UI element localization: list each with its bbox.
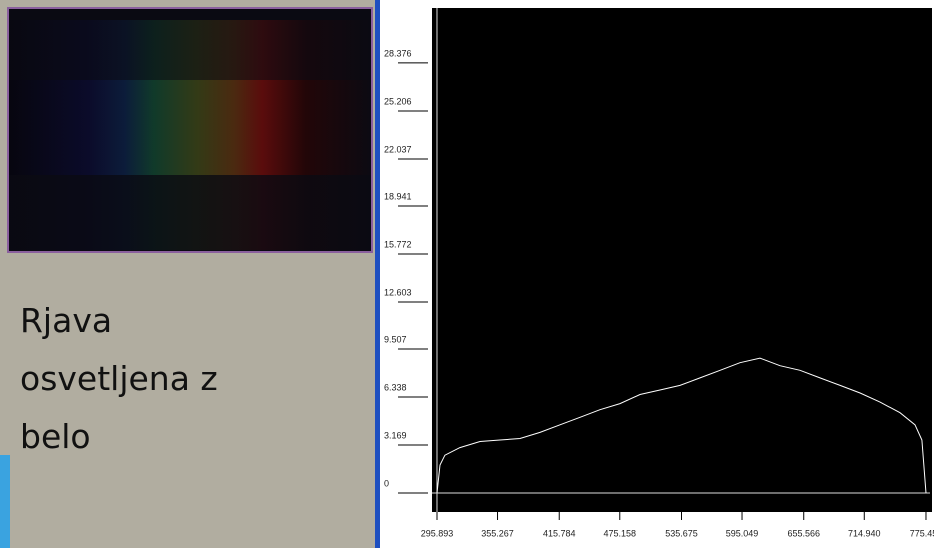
y-tick-label: 12.603 [384,287,412,297]
x-tick-label: 295.893 [421,528,454,538]
x-tick-label: 415.784 [543,528,576,538]
slide-accent [0,455,10,548]
y-tick-label: 0 [384,478,389,488]
y-tick-label: 6.338 [384,382,407,392]
y-tick-label: 22.037 [384,144,412,154]
spectrum-band [9,80,371,175]
x-tick-label: 595.049 [726,528,759,538]
y-tick-label: 25.206 [384,96,412,106]
x-tick-label: 355.267 [481,528,514,538]
x-tick-label: 535.675 [665,528,698,538]
y-tick-label: 18.941 [384,191,412,201]
y-tick-label: 28.376 [384,48,412,58]
plot-area [432,8,932,512]
x-tick-label: 714.940 [848,528,881,538]
x-tick-label: 655.566 [787,528,820,538]
y-tick-label: 9.507 [384,334,407,344]
annotation: Rjava osvetljena z belo [20,301,218,456]
spectrum-band [9,20,371,80]
spectrum-line [436,357,927,494]
x-tick-label: 475.158 [604,528,637,538]
spectrum-band [9,175,371,250]
x-tick-label: 775.457 [910,528,934,538]
y-tick-label: 3.169 [384,430,407,440]
y-tick-label: 15.772 [384,239,412,249]
